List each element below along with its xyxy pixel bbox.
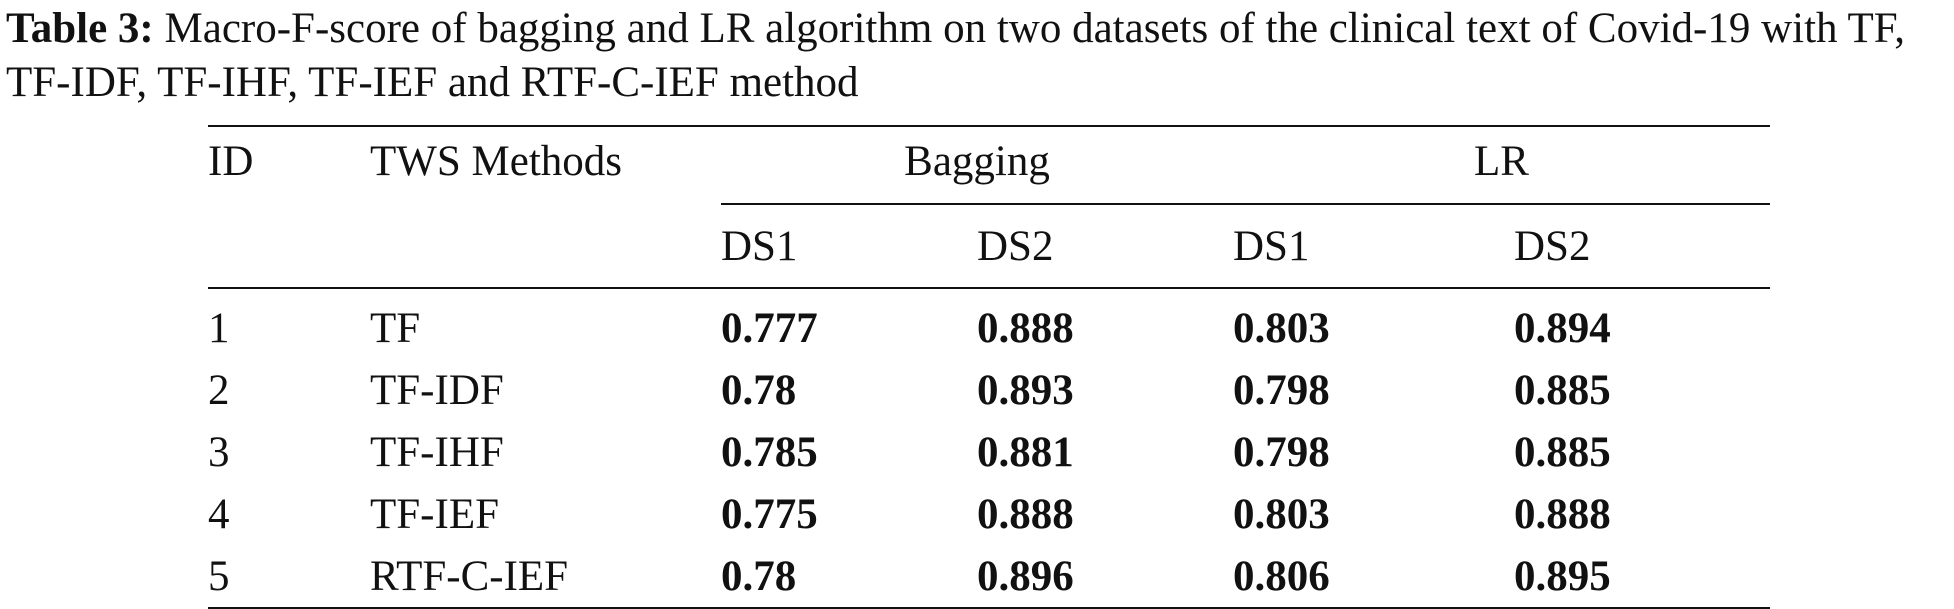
cell-id: 5	[208, 545, 370, 609]
cell-bagging-ds2: 0.888	[977, 304, 1074, 352]
cell-method: TF-IHF	[370, 428, 504, 476]
header-group-bagging: Bagging	[721, 125, 1233, 204]
header-lr-ds1: DS1	[1233, 203, 1514, 289]
cell-bagging-ds2: 0.881	[977, 428, 1074, 476]
cell-lr-ds2: 0.885	[1514, 428, 1611, 476]
cell-lr-ds1: 0.798	[1233, 366, 1330, 414]
cell-id: 1	[208, 304, 230, 352]
cell-id: 3	[208, 428, 230, 476]
caption-label: Table 3:	[6, 5, 154, 52]
cell-bagging-ds2: 0.893	[977, 366, 1074, 414]
cell-method: RTF-C-IEF	[370, 545, 721, 609]
header-bagging-ds2: DS2	[977, 203, 1233, 289]
cell-lr-ds2: 0.885	[1514, 366, 1611, 414]
cell-bagging-ds1: 0.78	[721, 545, 977, 609]
table-row: 5 RTF-C-IEF 0.78 0.896 0.806 0.895	[208, 545, 1771, 609]
table-row: 4 TF-IEF 0.775 0.888 0.803 0.888	[208, 483, 1770, 545]
table-row: 3 TF-IHF 0.785 0.881 0.798 0.885	[208, 421, 1770, 483]
results-table-container: ID TWS Methods Bagging LR DS1 DS2 DS1 DS…	[208, 125, 1771, 609]
cell-lr-ds2: 0.895	[1514, 545, 1771, 609]
cell-lr-ds1: 0.806	[1233, 545, 1514, 609]
results-table: ID TWS Methods Bagging LR DS1 DS2 DS1 DS…	[208, 125, 1771, 609]
cell-lr-ds2: 0.894	[1514, 304, 1611, 352]
header-id: ID	[208, 125, 370, 204]
caption-text: Macro-F-score of bagging and LR algorith…	[6, 5, 1905, 106]
cell-id: 2	[208, 366, 230, 414]
table-row: 2 TF-IDF 0.78 0.893 0.798 0.885	[208, 359, 1770, 421]
cell-method: TF-IDF	[370, 366, 504, 414]
cell-id: 4	[208, 490, 230, 538]
cell-bagging-ds2: 0.896	[977, 545, 1233, 609]
cell-lr-ds1: 0.803	[1233, 304, 1330, 352]
header-row-datasets: DS1 DS2 DS1 DS2	[208, 203, 1771, 289]
cell-method: TF-IEF	[370, 490, 499, 538]
cell-method: TF	[370, 304, 421, 352]
cell-lr-ds2: 0.888	[1514, 490, 1611, 538]
cell-bagging-ds1: 0.777	[721, 304, 818, 352]
cell-bagging-ds1: 0.785	[721, 428, 818, 476]
header-bagging-ds1: DS1	[721, 203, 977, 289]
cell-lr-ds1: 0.803	[1233, 490, 1330, 538]
table-caption: Table 3: Macro-F-score of bagging and LR…	[6, 2, 1946, 110]
cell-bagging-ds1: 0.78	[721, 366, 797, 414]
cell-bagging-ds2: 0.888	[977, 490, 1074, 538]
header-tws-methods: TWS Methods	[370, 125, 721, 204]
cell-bagging-ds1: 0.775	[721, 490, 818, 538]
table-row: 1 TF 0.777 0.888 0.803 0.894	[208, 288, 1770, 359]
header-row-groups: ID TWS Methods Bagging LR	[208, 125, 1771, 204]
header-group-lr: LR	[1233, 125, 1771, 204]
header-lr-ds2: DS2	[1514, 203, 1771, 289]
cell-lr-ds1: 0.798	[1233, 428, 1330, 476]
